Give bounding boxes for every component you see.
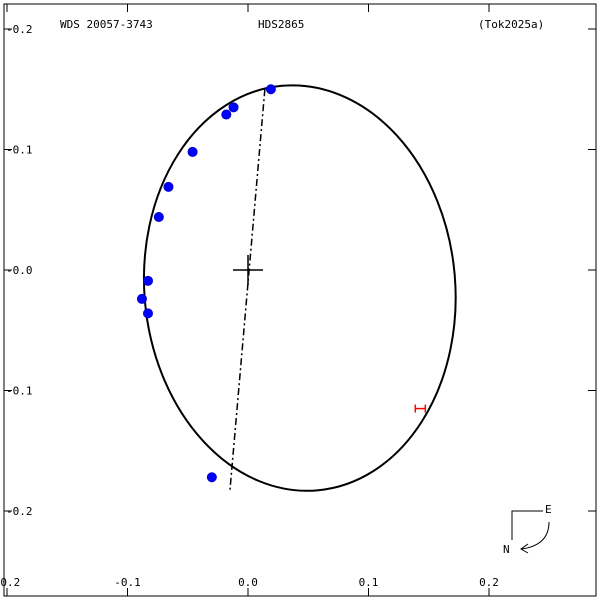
y-tick-label: -0.1	[6, 385, 33, 398]
observation-point	[136, 293, 147, 304]
y-tick-label: -0.1	[6, 144, 33, 157]
x-tick-label: -0.2	[0, 576, 20, 589]
plot-frame	[3, 3, 597, 597]
compass: E N	[503, 503, 552, 556]
orbit-ellipse	[142, 84, 457, 492]
x-tick-label: 0.1	[359, 576, 379, 589]
observation-point	[142, 308, 153, 319]
observation-point	[206, 472, 217, 483]
observation-point	[142, 275, 153, 286]
x-tick-label: 0.0	[238, 576, 258, 589]
compass-arrowhead	[520, 543, 529, 554]
observation-point	[163, 181, 174, 192]
y-tick-label: -0.2	[6, 505, 33, 518]
x-tick-label: -0.1	[114, 576, 141, 589]
observation-point	[187, 146, 198, 157]
y-tick-label: -0.0	[6, 264, 33, 277]
compass-north-label: N	[503, 543, 510, 556]
compass-arrow	[521, 521, 550, 550]
x-tick-label: 0.2	[479, 576, 499, 589]
compass-east-label: E	[545, 503, 552, 516]
y-tick-label: -0.2	[6, 23, 33, 36]
observation-point	[228, 102, 239, 113]
observation-point	[153, 211, 164, 222]
observation-point	[221, 109, 232, 120]
observation-points	[136, 84, 276, 483]
wds-label: WDS 20057-3743	[60, 18, 153, 31]
x-axis-ticks: -0.2 -0.1 0.0 0.1 0.2	[0, 4, 499, 596]
primary-star-cross	[233, 255, 263, 285]
predicted-position-marker	[414, 404, 427, 413]
line-of-nodes	[229, 89, 266, 491]
compass-east-arm	[511, 510, 543, 540]
y-axis-ticks: -0.2 -0.1 -0.0 -0.1 -0.2	[4, 23, 596, 518]
reference-label: (Tok2025a)	[478, 18, 544, 31]
discoverer-label: HDS2865	[258, 18, 304, 31]
observation-point	[265, 84, 276, 95]
